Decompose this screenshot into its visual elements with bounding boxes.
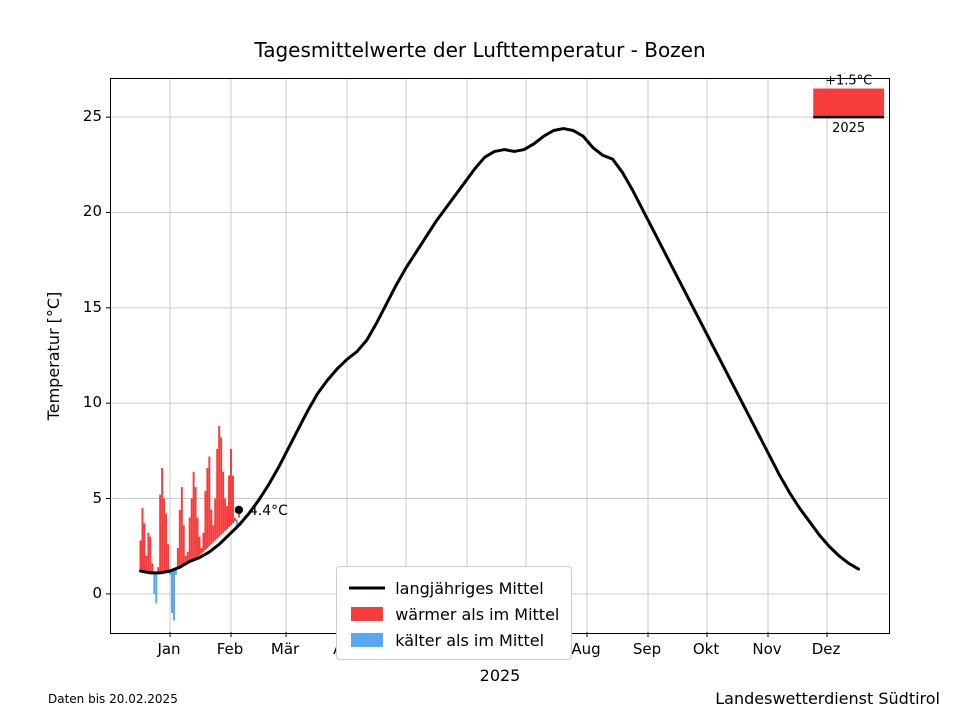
legend-label: kälter als im Mittel bbox=[395, 631, 544, 650]
legend-line-icon bbox=[349, 579, 385, 597]
plot-area: 4.4°C+1.5°C2025 bbox=[110, 78, 890, 634]
legend-item: wärmer als im Mittel bbox=[349, 601, 559, 627]
x-tick: Sep bbox=[617, 640, 677, 658]
legend-label: wärmer als im Mittel bbox=[395, 605, 559, 624]
plot-svg: 4.4°C+1.5°C2025 bbox=[111, 79, 888, 632]
legend-patch-icon bbox=[349, 605, 385, 623]
x-axis-label: 2025 bbox=[110, 666, 890, 685]
y-tick: 10 bbox=[62, 393, 102, 411]
legend-label: langjähriges Mittel bbox=[395, 579, 543, 598]
y-tick: 20 bbox=[62, 202, 102, 220]
legend-patch-icon bbox=[349, 631, 385, 649]
x-tick: Nov bbox=[737, 640, 797, 658]
footer-attribution: Landeswetterdienst Südtirol bbox=[715, 689, 940, 708]
legend-item: kälter als im Mittel bbox=[349, 627, 559, 653]
x-tick: Jan bbox=[139, 640, 199, 658]
legend: langjähriges Mittel wärmer als im Mittel k… bbox=[336, 566, 572, 660]
chart-title: Tagesmittelwerte der Lufttemperatur - Bo… bbox=[0, 38, 960, 62]
svg-text:4.4°C: 4.4°C bbox=[249, 503, 288, 519]
y-tick: 15 bbox=[62, 298, 102, 316]
x-tick: Feb bbox=[200, 640, 260, 658]
x-tick: Dez bbox=[796, 640, 856, 658]
legend-item: langjähriges Mittel bbox=[349, 575, 559, 601]
y-tick: 5 bbox=[62, 489, 102, 507]
svg-text:2025: 2025 bbox=[832, 121, 865, 136]
y-tick: 0 bbox=[62, 584, 102, 602]
chart-container: Tagesmittelwerte der Lufttemperatur - Bo… bbox=[0, 0, 960, 720]
x-tick: Mär bbox=[255, 640, 315, 658]
y-tick: 25 bbox=[62, 107, 102, 125]
footer-data-note: Daten bis 20.02.2025 bbox=[48, 692, 178, 706]
x-tick: Okt bbox=[676, 640, 736, 658]
y-axis-label: Temperatur [°C] bbox=[44, 78, 68, 634]
svg-text:+1.5°C: +1.5°C bbox=[825, 74, 872, 89]
